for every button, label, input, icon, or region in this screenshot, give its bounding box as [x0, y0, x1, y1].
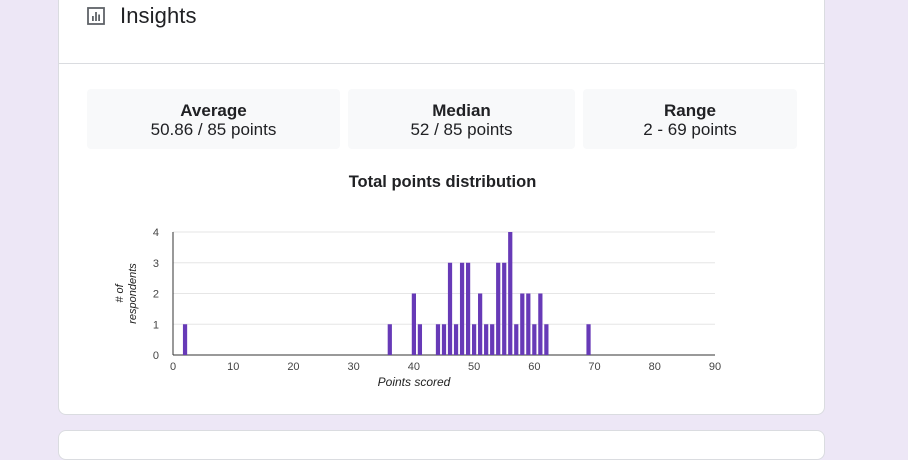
stat-average-label: Average — [180, 101, 247, 120]
insights-card: Insights Average 50.86 / 85 points Media… — [58, 0, 825, 415]
histogram-bar — [453, 324, 459, 355]
histogram-bar — [417, 324, 423, 355]
x-tick-label: 70 — [588, 361, 600, 373]
x-tick-label: 50 — [468, 361, 480, 373]
histogram-bar — [520, 293, 525, 355]
header-divider — [59, 63, 824, 64]
y-tick-label: 4 — [153, 227, 159, 239]
histogram-bar — [484, 324, 489, 355]
histogram-bar — [435, 324, 441, 355]
histogram-bar — [538, 293, 543, 355]
stat-median: Median 52 / 85 points — [348, 89, 575, 149]
stat-range-value: 2 - 69 points — [643, 120, 737, 139]
stat-range: Range 2 - 69 points — [583, 89, 797, 149]
y-tick-label: 2 — [153, 289, 159, 301]
histogram-bar — [514, 324, 519, 355]
stat-median-value: 52 / 85 points — [410, 120, 513, 139]
histogram-bar — [411, 293, 416, 355]
x-tick-label: 30 — [348, 361, 360, 373]
y-axis-label: # ofrespondents — [114, 263, 139, 324]
x-tick-label: 10 — [227, 361, 239, 373]
x-tick-label: 20 — [287, 361, 299, 373]
histogram-bar — [490, 324, 495, 355]
histogram-bar — [532, 324, 537, 355]
histogram-bar — [465, 262, 471, 355]
x-axis-label: Points scored — [378, 375, 451, 389]
x-tick-label: 80 — [649, 361, 661, 373]
histogram-bar — [508, 232, 513, 355]
histogram-bar — [478, 293, 483, 355]
x-tick-label: 60 — [528, 361, 540, 373]
chart-title: Total points distribution — [348, 173, 537, 191]
y-tick-label: 0 — [153, 350, 159, 362]
histogram-bar — [182, 324, 188, 355]
x-tick-label: 40 — [408, 361, 420, 373]
histogram-bar — [459, 262, 465, 355]
y-tick-label: 1 — [153, 319, 159, 331]
stat-median-label: Median — [432, 101, 491, 120]
histogram-bar — [496, 262, 501, 355]
histogram-bar — [586, 324, 591, 355]
histogram-bar — [441, 324, 447, 355]
bar-chart-icon — [87, 7, 105, 25]
x-tick-label: 90 — [709, 361, 721, 373]
stat-range-label: Range — [664, 101, 716, 120]
stat-average: Average 50.86 / 85 points — [87, 89, 340, 149]
y-tick-label: 3 — [153, 258, 159, 270]
x-tick-label: 0 — [170, 361, 176, 373]
page-title: Insights — [120, 3, 197, 28]
histogram-bar — [526, 293, 531, 355]
insights-header: Insights — [59, 1, 824, 53]
next-card — [58, 430, 825, 460]
histogram-bar — [472, 324, 477, 355]
stat-average-value: 50.86 / 85 points — [150, 120, 277, 139]
histogram-bar — [502, 262, 507, 355]
histogram-bar — [387, 324, 392, 355]
histogram-bar — [544, 324, 549, 355]
histogram-bar — [447, 262, 453, 355]
